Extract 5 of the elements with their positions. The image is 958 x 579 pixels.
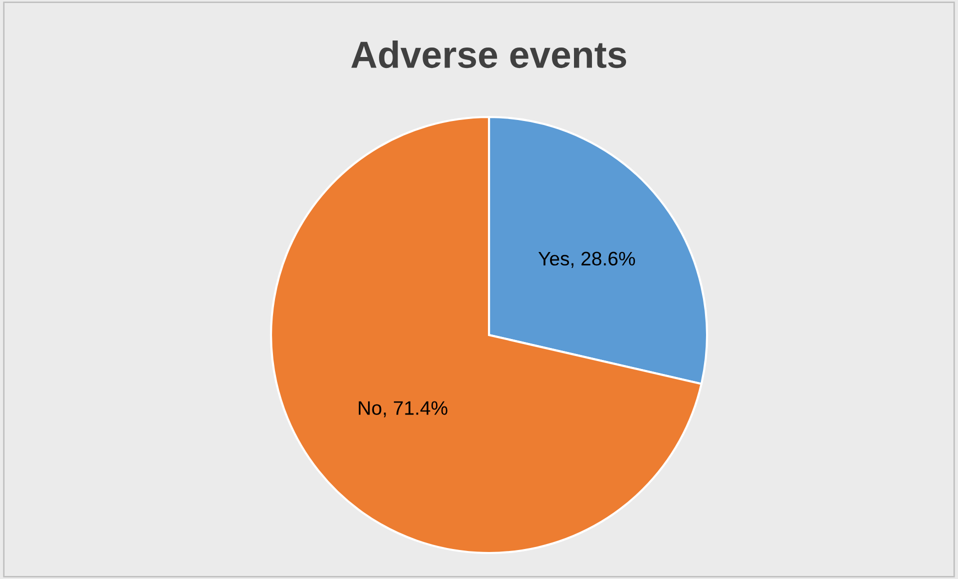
data-label: , 28.6%: [571, 252, 635, 268]
slice-label: No: [358, 401, 382, 415]
chart-title: Adverse events: [351, 40, 626, 68]
slice-label: Yes: [538, 252, 570, 266]
data-label: , 71.4%: [384, 401, 448, 418]
